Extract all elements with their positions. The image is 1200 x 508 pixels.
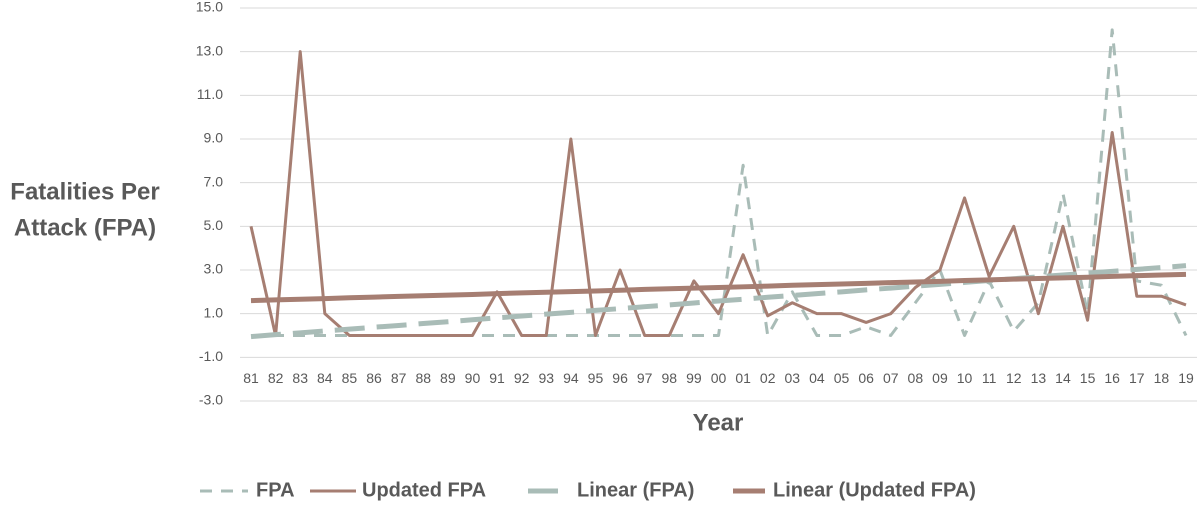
y-axis-label: Fatalities Per — [10, 178, 159, 205]
x-tick-label: 13 — [1031, 370, 1047, 386]
x-tick-label: 81 — [243, 370, 259, 386]
legend-label: Linear (Updated FPA) — [773, 479, 976, 501]
x-tick-label: 97 — [637, 370, 653, 386]
x-tick-label: 83 — [292, 370, 308, 386]
x-tick-label: 04 — [809, 370, 825, 386]
y-tick-label: 7.0 — [204, 173, 224, 189]
x-tick-label: 10 — [957, 370, 973, 386]
x-tick-label: 15 — [1080, 370, 1096, 386]
x-tick-label: 18 — [1154, 370, 1170, 386]
x-tick-label: 90 — [465, 370, 481, 386]
x-tick-label: 11 — [982, 370, 997, 386]
x-tick-label: 09 — [932, 370, 948, 386]
x-tick-label: 16 — [1104, 370, 1120, 386]
x-tick-label: 84 — [317, 370, 333, 386]
x-tick-label: 17 — [1129, 370, 1145, 386]
x-tick-label: 08 — [908, 370, 924, 386]
y-axis-label: Attack (FPA) — [14, 214, 156, 241]
y-tick-label: 3.0 — [204, 261, 224, 277]
y-tick-label: 15.0 — [196, 0, 223, 15]
x-tick-label: 01 — [735, 370, 751, 386]
x-tick-label: 19 — [1178, 370, 1194, 386]
series-line — [250, 271, 1187, 304]
x-tick-label: 06 — [858, 370, 874, 386]
x-tick-label: 89 — [440, 370, 456, 386]
x-tick-label: 91 — [489, 370, 505, 386]
x-tick-label: 93 — [538, 370, 554, 386]
x-axis-label: Year — [693, 409, 744, 436]
x-tick-label: 92 — [514, 370, 530, 386]
y-tick-label: 5.0 — [204, 217, 224, 233]
x-tick-label: 87 — [391, 370, 407, 386]
x-tick-label: 82 — [268, 370, 284, 386]
legend-label: Linear (FPA) — [577, 479, 694, 501]
y-tick-label: 11.0 — [197, 86, 223, 102]
x-tick-label: 98 — [662, 370, 678, 386]
x-tick-label: 02 — [760, 370, 776, 386]
x-tick-label: 86 — [366, 370, 382, 386]
x-tick-label: 12 — [1006, 370, 1022, 386]
x-tick-label: 95 — [588, 370, 604, 386]
x-tick-label: 94 — [563, 370, 579, 386]
y-tick-label: 9.0 — [204, 130, 224, 146]
x-tick-label: 88 — [415, 370, 431, 386]
y-tick-label: -1.0 — [199, 348, 223, 364]
x-tick-label: 05 — [834, 370, 850, 386]
x-tick-label: 07 — [883, 370, 899, 386]
y-tick-label: 1.0 — [204, 304, 224, 320]
x-tick-label: 85 — [342, 370, 358, 386]
x-tick-label: 03 — [785, 370, 801, 386]
x-tick-label: 14 — [1055, 370, 1071, 386]
series-line — [249, 50, 1187, 337]
y-tick-label: -3.0 — [199, 392, 223, 408]
legend-label: Updated FPA — [362, 479, 486, 501]
x-tick-label: 96 — [612, 370, 628, 386]
x-tick-label: 00 — [711, 370, 727, 386]
y-tick-label: 13.0 — [196, 42, 223, 58]
legend-label: FPA — [256, 479, 295, 501]
x-tick-label: 99 — [686, 370, 702, 386]
